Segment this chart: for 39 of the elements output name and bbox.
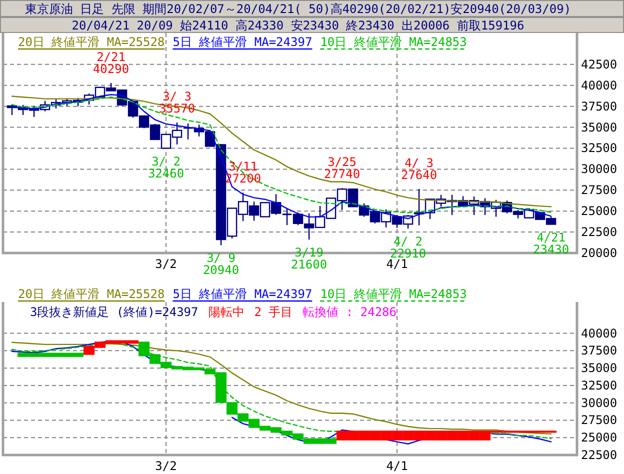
subtitle: 20/04/21 20/09 始24110 高24330 安23430 終23430 出20006 前取159196 (0, 17, 624, 33)
annotation: 3/25 27740 (324, 155, 360, 182)
y-tick-label: 40000 (581, 78, 618, 92)
y-tick-label: 30000 (581, 396, 618, 410)
x-tick-label: 3/2 (155, 257, 177, 271)
y-tick-label: 42500 (581, 57, 618, 72)
legend: 20日 終値平滑 MA=25528 5日 終値平滑 MA=24397 10日 終値平滑 MA=24853 (18, 287, 467, 302)
annotation: 3/19 21600 (290, 246, 328, 272)
y-tick-label: 25000 (581, 204, 618, 218)
x-tick-label: 3/2 (155, 459, 177, 473)
legend: 20日 終値平滑 MA=25528 5日 終値平滑 MA=24397 10日 終値平滑 MA=24853 (18, 35, 467, 50)
note: 3段抜き新値足 (終値)=24397 (30, 305, 198, 319)
title: 東京原油 日足 先限 期間20/02/07～20/04/21( 50)高40290(20/02/21)安20940(20/03/09) (0, 0, 624, 17)
y-tick-label: 27500 (581, 413, 618, 428)
y-tick-label: 22500 (581, 225, 618, 240)
y-tick-label: 40000 (581, 326, 618, 340)
chart-title: 東京原油 日足 先限 期間20/02/07～20/04/21( 50)高40290(20/02/21)安20940(20/03/09) (24, 2, 572, 16)
y-tick-label: 20000 (581, 246, 618, 260)
annotation: 4/21 23430 (532, 230, 570, 256)
y-tick-label: 37500 (581, 99, 618, 114)
y-tick-label: 32500 (581, 141, 618, 156)
x-tick-label: 4/1 (386, 459, 408, 473)
y-tick-label: 30000 (581, 162, 618, 176)
annotation: 4/ 3 27640 (400, 156, 438, 182)
y-tick-label: 27500 (581, 183, 618, 198)
annotation: 3/ 2 32460 (148, 154, 184, 181)
y-tick-label: 37500 (581, 344, 618, 358)
y-tick-label: 32500 (581, 378, 618, 392)
y-tick-label: 25000 (581, 430, 618, 445)
x-tick-label: 4/1 (386, 257, 408, 271)
annotation: 2/21 40290 (92, 50, 130, 76)
chart-subtitle: 20/04/21 20/09 始24110 高24330 安23430 終23430 出20006 前取159196 (72, 18, 524, 32)
note: 陽転中 (208, 305, 244, 319)
y-tick-label: 35000 (581, 361, 618, 376)
annotation: 3/ 9 20940 (202, 251, 240, 278)
note: 転換値 : 24286 (302, 305, 396, 319)
y-tick-label: 22500 (581, 448, 618, 462)
note: 2 手目 (254, 305, 293, 319)
y-tick-label: 35000 (581, 120, 618, 134)
